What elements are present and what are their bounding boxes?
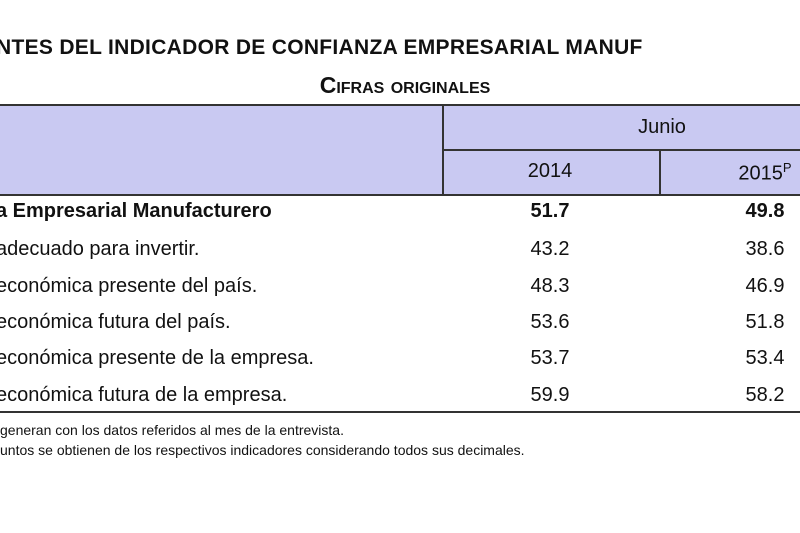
- cell-value: 51.8: [745, 311, 785, 333]
- row-label: a Empresarial Manufacturero: [0, 200, 272, 222]
- year: 2015: [738, 162, 783, 185]
- cell-value: 59.9: [530, 384, 570, 406]
- cell-value: 53.7: [530, 347, 570, 369]
- row-label: económica futura del país.: [0, 311, 231, 333]
- row-label: económica presente de la empresa.: [0, 347, 314, 369]
- column-divider: [659, 150, 661, 194]
- row-label: adecuado para invertir.: [0, 238, 200, 260]
- column-header: 2015P: [705, 160, 800, 186]
- title: NTES DEL INDICADOR DE CONFIANZA EMPRESAR…: [0, 36, 643, 59]
- note: generan con los datos referidos al mes d…: [0, 422, 344, 438]
- cell-value: 53.4: [745, 347, 785, 369]
- cell-value: 46.9: [745, 275, 785, 297]
- mark: P: [782, 160, 792, 175]
- row-label: económica presente del país.: [0, 275, 258, 297]
- header-divider: [442, 149, 800, 151]
- column-header: 2014: [527, 160, 573, 182]
- cell-value: 53.6: [530, 311, 570, 333]
- group-header: Junio: [638, 116, 686, 138]
- cell-value: 58.2: [745, 384, 785, 406]
- subtitle: Cifras originales: [319, 72, 491, 98]
- cell-value: 51.7: [530, 200, 570, 222]
- cell-value: 49.8: [745, 200, 785, 222]
- cell-value: 43.2: [530, 238, 570, 260]
- row-label: económica futura de la empresa.: [0, 384, 288, 406]
- table-bottom: [0, 411, 800, 413]
- cell-value: 38.6: [745, 238, 785, 260]
- cell-value: 48.3: [530, 275, 570, 297]
- note: untos se obtienen de los respectivos ind…: [0, 442, 525, 458]
